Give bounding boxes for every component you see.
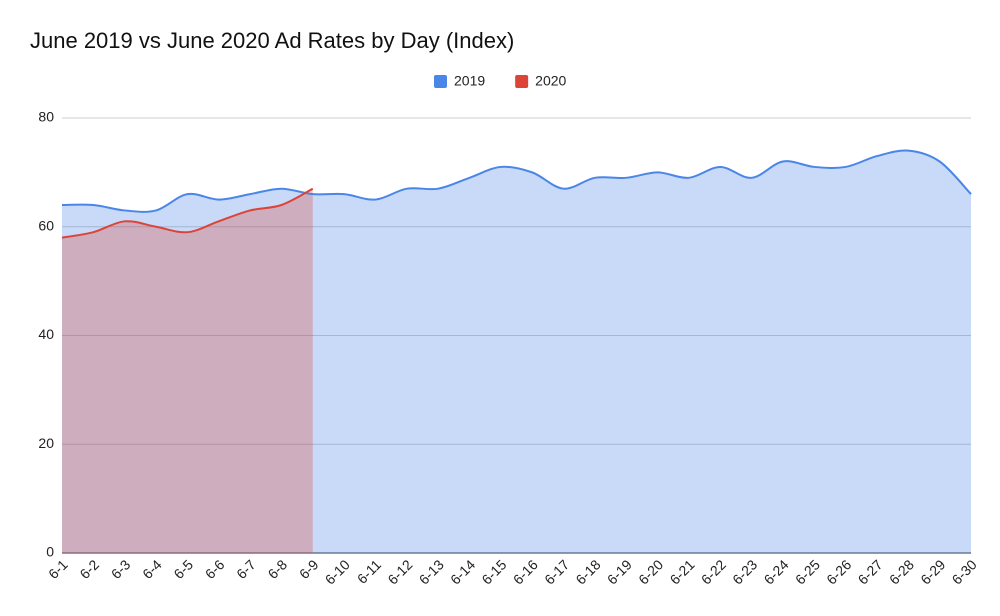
y-tick-label: 0 xyxy=(46,544,54,560)
x-tick-label: 6-12 xyxy=(384,556,415,587)
area xyxy=(62,188,313,553)
line xyxy=(61,149,972,213)
legend-label: 2019 xyxy=(454,73,485,89)
x-tick-label: 6-14 xyxy=(447,556,478,587)
x-tick-label: 6-1 xyxy=(45,556,71,582)
x-tick-label: 6-27 xyxy=(855,556,886,587)
y-tick-label: 20 xyxy=(38,435,54,451)
x-tick-label: 6-7 xyxy=(233,556,259,582)
legend-swatch xyxy=(434,75,447,88)
legend-label: 2020 xyxy=(535,73,566,89)
x-tick-label: 6-19 xyxy=(604,556,635,587)
x-tick-label: 6-15 xyxy=(478,556,509,587)
x-tick-label: 6-5 xyxy=(170,556,196,582)
area xyxy=(62,150,971,553)
x-tick-label: 6-9 xyxy=(296,556,322,582)
x-tick-label: 6-13 xyxy=(416,556,447,587)
x-tick-label: 6-21 xyxy=(667,556,698,587)
y-tick-label: 40 xyxy=(38,326,54,342)
x-tick-label: 6-22 xyxy=(698,556,729,587)
y-tick-label: 80 xyxy=(38,109,54,125)
x-tick-label: 6-26 xyxy=(823,556,854,587)
x-tick-label: 6-18 xyxy=(572,556,603,587)
x-tick-label: 6-16 xyxy=(510,556,541,587)
x-tick-label: 6-11 xyxy=(354,556,385,587)
x-tick-label: 6-30 xyxy=(949,556,980,587)
x-tick-label: 6-25 xyxy=(792,556,823,587)
x-tick-label: 6-3 xyxy=(108,556,134,582)
x-tick-label: 6-20 xyxy=(635,556,666,587)
x-tick-label: 6-23 xyxy=(729,556,760,587)
chart-title: June 2019 vs June 2020 Ad Rates by Day (… xyxy=(30,28,514,53)
y-tick-label: 60 xyxy=(38,217,54,233)
x-tick-label: 6-8 xyxy=(265,556,291,582)
x-tick-label: 6-10 xyxy=(322,556,353,587)
x-tick-label: 6-2 xyxy=(76,556,102,582)
x-tick-label: 6-24 xyxy=(761,556,792,587)
legend-swatch xyxy=(515,75,529,88)
x-tick-label: 6-17 xyxy=(541,556,572,587)
x-tick-label: 6-4 xyxy=(139,556,165,582)
x-tick-label: 6-28 xyxy=(886,556,917,587)
x-tick-label: 6-29 xyxy=(917,556,948,587)
line xyxy=(61,187,314,239)
x-tick-label: 6-6 xyxy=(202,556,228,582)
